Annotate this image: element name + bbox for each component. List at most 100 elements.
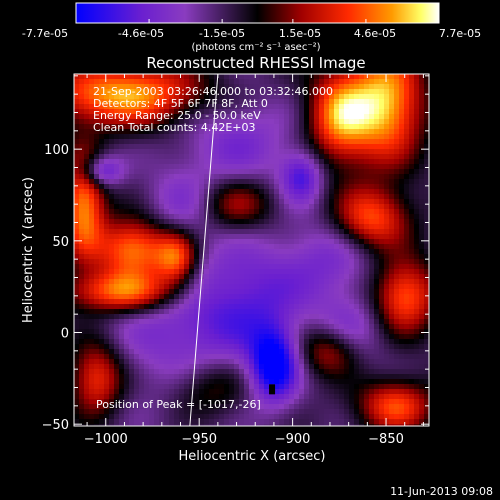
heatmap-cell [184,249,190,255]
heatmap-cell [209,364,215,370]
heatmap-cell [304,139,310,145]
heatmap-cell [239,344,245,350]
heatmap-cell [304,214,310,220]
heatmap-cell [129,419,135,425]
heatmap-cell [179,79,185,85]
heatmap-cell [389,204,395,210]
heatmap-cell [374,414,380,420]
heatmap-cell [124,214,130,220]
heatmap-cell [209,269,215,275]
heatmap-cell [79,84,85,90]
heatmap-cell [344,404,350,410]
heatmap-cell [344,384,350,390]
heatmap-cell [89,244,95,250]
heatmap-cell [79,174,85,180]
heatmap-cell [389,304,395,310]
heatmap-cell [139,264,145,270]
heatmap-cell [379,354,385,360]
heatmap-cell [139,254,145,260]
heatmap-cell [179,304,185,310]
heatmap-cell [409,339,415,345]
heatmap-cell [274,244,280,250]
heatmap-cell [329,254,335,260]
heatmap-cell [229,304,235,310]
heatmap-cell [424,194,429,200]
heatmap-cell [394,359,400,365]
heatmap-cell [134,259,140,265]
heatmap-cell [139,204,145,210]
heatmap-cell [229,384,235,390]
heatmap-cell [164,134,170,140]
heatmap-cell [309,104,315,110]
heatmap-cell [169,149,175,155]
heatmap-cell [144,104,150,110]
heatmap-cell [144,94,150,100]
heatmap-cell [354,74,360,80]
heatmap-cell [89,124,95,130]
heatmap-cell [159,79,165,85]
heatmap-cell [264,414,270,420]
heatmap-cell [374,389,380,395]
heatmap-cell [119,214,125,220]
heatmap-cell [199,324,205,330]
heatmap-cell [394,384,400,390]
heatmap-cell [119,239,125,245]
heatmap-cell [279,329,285,335]
heatmap-cell [239,259,245,265]
heatmap-cell [419,294,425,300]
heatmap-cell [274,114,280,120]
heatmap-cell [94,369,100,375]
heatmap-cell [114,274,120,280]
heatmap-cell [259,374,265,380]
heatmap-cell [294,169,300,175]
heatmap-cell [89,289,95,295]
heatmap-cell [394,169,400,175]
heatmap-cell [409,269,415,275]
heatmap-cell [399,419,405,425]
heatmap-cell [409,394,415,400]
heatmap-cell [149,274,155,280]
heatmap-cell [369,334,375,340]
heatmap-cell [214,359,220,365]
heatmap-cell [94,119,100,125]
heatmap-cell [184,84,190,90]
heatmap-cell [254,304,260,310]
heatmap-cell [84,169,90,175]
heatmap-cell [124,89,130,95]
heatmap-cell [109,174,115,180]
heatmap-cell [344,159,350,165]
heatmap-cell [354,139,360,145]
heatmap-cell [224,129,230,135]
heatmap-cell [179,184,185,190]
heatmap-cell [164,364,170,370]
heatmap-cell [354,349,360,355]
heatmap-cell [244,309,250,315]
heatmap-cell [394,299,400,305]
heatmap-cell [189,164,195,170]
heatmap-cell [119,244,125,250]
heatmap-cell [159,254,165,260]
heatmap-cell [174,224,180,230]
heatmap-cell [364,419,370,425]
heatmap-cell [384,109,390,115]
heatmap-cell [389,344,395,350]
heatmap-cell [144,179,150,185]
heatmap-cell [289,369,295,375]
heatmap-cell [264,294,270,300]
heatmap-cell [394,164,400,170]
heatmap-cell [329,139,335,145]
heatmap-cell [274,159,280,165]
heatmap-cell [269,279,275,285]
heatmap-cell [364,404,370,410]
heatmap-cell [389,349,395,355]
heatmap-cell [334,184,340,190]
heatmap-cell [109,349,115,355]
heatmap-cell [199,379,205,385]
heatmap-cell [289,149,295,155]
heatmap-cell [269,89,275,95]
heatmap-cell [154,354,160,360]
heatmap-cell [184,154,190,160]
heatmap-cell [309,354,315,360]
heatmap-cell [274,344,280,350]
heatmap-cell [174,169,180,175]
